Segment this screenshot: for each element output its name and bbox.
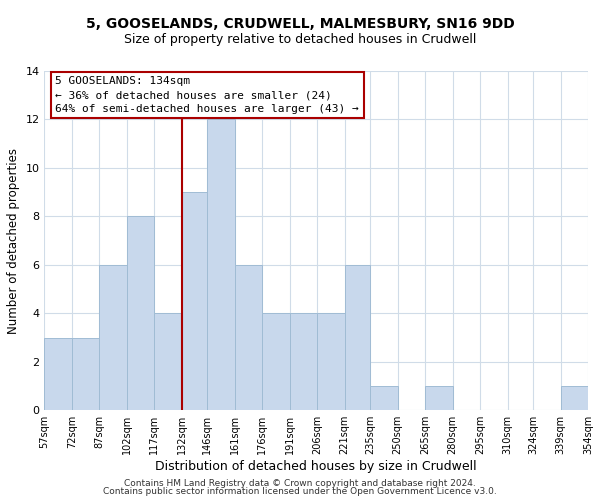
Bar: [100, 265, 127, 410]
Bar: [154, 314, 182, 410]
Bar: [425, 386, 452, 410]
Bar: [235, 265, 262, 410]
Bar: [370, 386, 398, 410]
Bar: [344, 265, 370, 410]
Y-axis label: Number of detached properties: Number of detached properties: [7, 148, 20, 334]
Text: Contains HM Land Registry data © Crown copyright and database right 2024.: Contains HM Land Registry data © Crown c…: [124, 478, 476, 488]
Bar: [127, 216, 154, 410]
Bar: [560, 386, 588, 410]
Text: Contains public sector information licensed under the Open Government Licence v3: Contains public sector information licen…: [103, 487, 497, 496]
Text: 5 GOOSELANDS: 134sqm
← 36% of detached houses are smaller (24)
64% of semi-detac: 5 GOOSELANDS: 134sqm ← 36% of detached h…: [55, 76, 359, 114]
Bar: [290, 314, 317, 410]
Bar: [72, 338, 100, 410]
Bar: [182, 192, 208, 410]
Bar: [208, 120, 235, 410]
Text: Size of property relative to detached houses in Crudwell: Size of property relative to detached ho…: [124, 32, 476, 46]
Text: 5, GOOSELANDS, CRUDWELL, MALMESBURY, SN16 9DD: 5, GOOSELANDS, CRUDWELL, MALMESBURY, SN1…: [86, 18, 514, 32]
X-axis label: Distribution of detached houses by size in Crudwell: Distribution of detached houses by size …: [155, 460, 477, 473]
Bar: [262, 314, 290, 410]
Bar: [317, 314, 344, 410]
Bar: [44, 338, 72, 410]
